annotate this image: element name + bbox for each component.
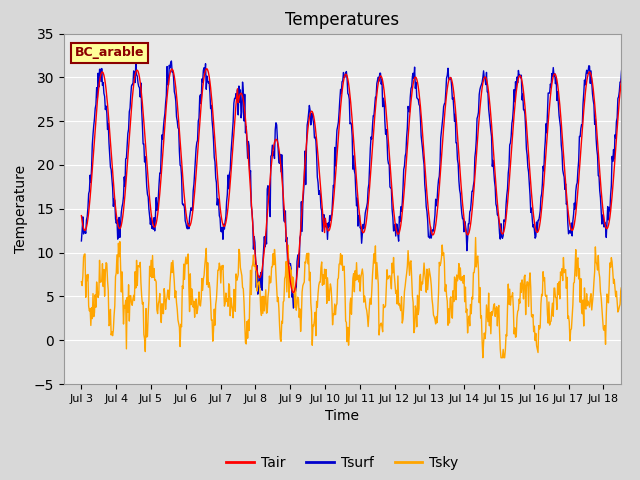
Legend: Tair, Tsurf, Tsky: Tair, Tsurf, Tsky [221,450,464,475]
Y-axis label: Temperature: Temperature [14,165,28,253]
X-axis label: Time: Time [325,409,360,423]
Title: Temperatures: Temperatures [285,11,399,29]
Text: BC_arable: BC_arable [75,47,145,60]
